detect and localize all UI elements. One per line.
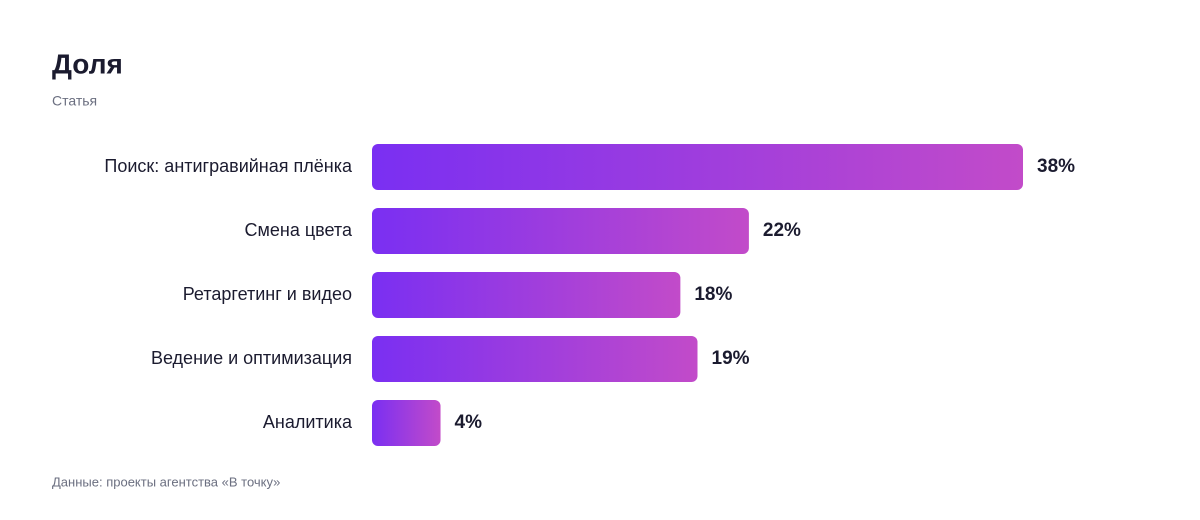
bar [372, 208, 749, 254]
category-label: Смена цвета [245, 220, 353, 240]
bar [372, 272, 681, 318]
source-note: Данные: проекты агентства «В точку» [52, 474, 280, 489]
category-label: Аналитика [263, 412, 353, 432]
chart-subtitle: Статья [52, 93, 97, 109]
bar [372, 336, 698, 382]
value-label: 4% [455, 412, 483, 433]
category-label: Ретаргетинг и видео [183, 284, 352, 304]
bar [372, 144, 1023, 190]
value-label: 22% [763, 220, 801, 241]
value-label: 19% [712, 348, 750, 369]
value-label: 38% [1037, 156, 1075, 177]
category-label: Поиск: антигравийная плёнка [104, 156, 353, 176]
value-label: 18% [694, 284, 732, 305]
category-label: Ведение и оптимизация [151, 348, 352, 368]
bar [372, 400, 441, 446]
chart-title: Доля [52, 48, 123, 79]
